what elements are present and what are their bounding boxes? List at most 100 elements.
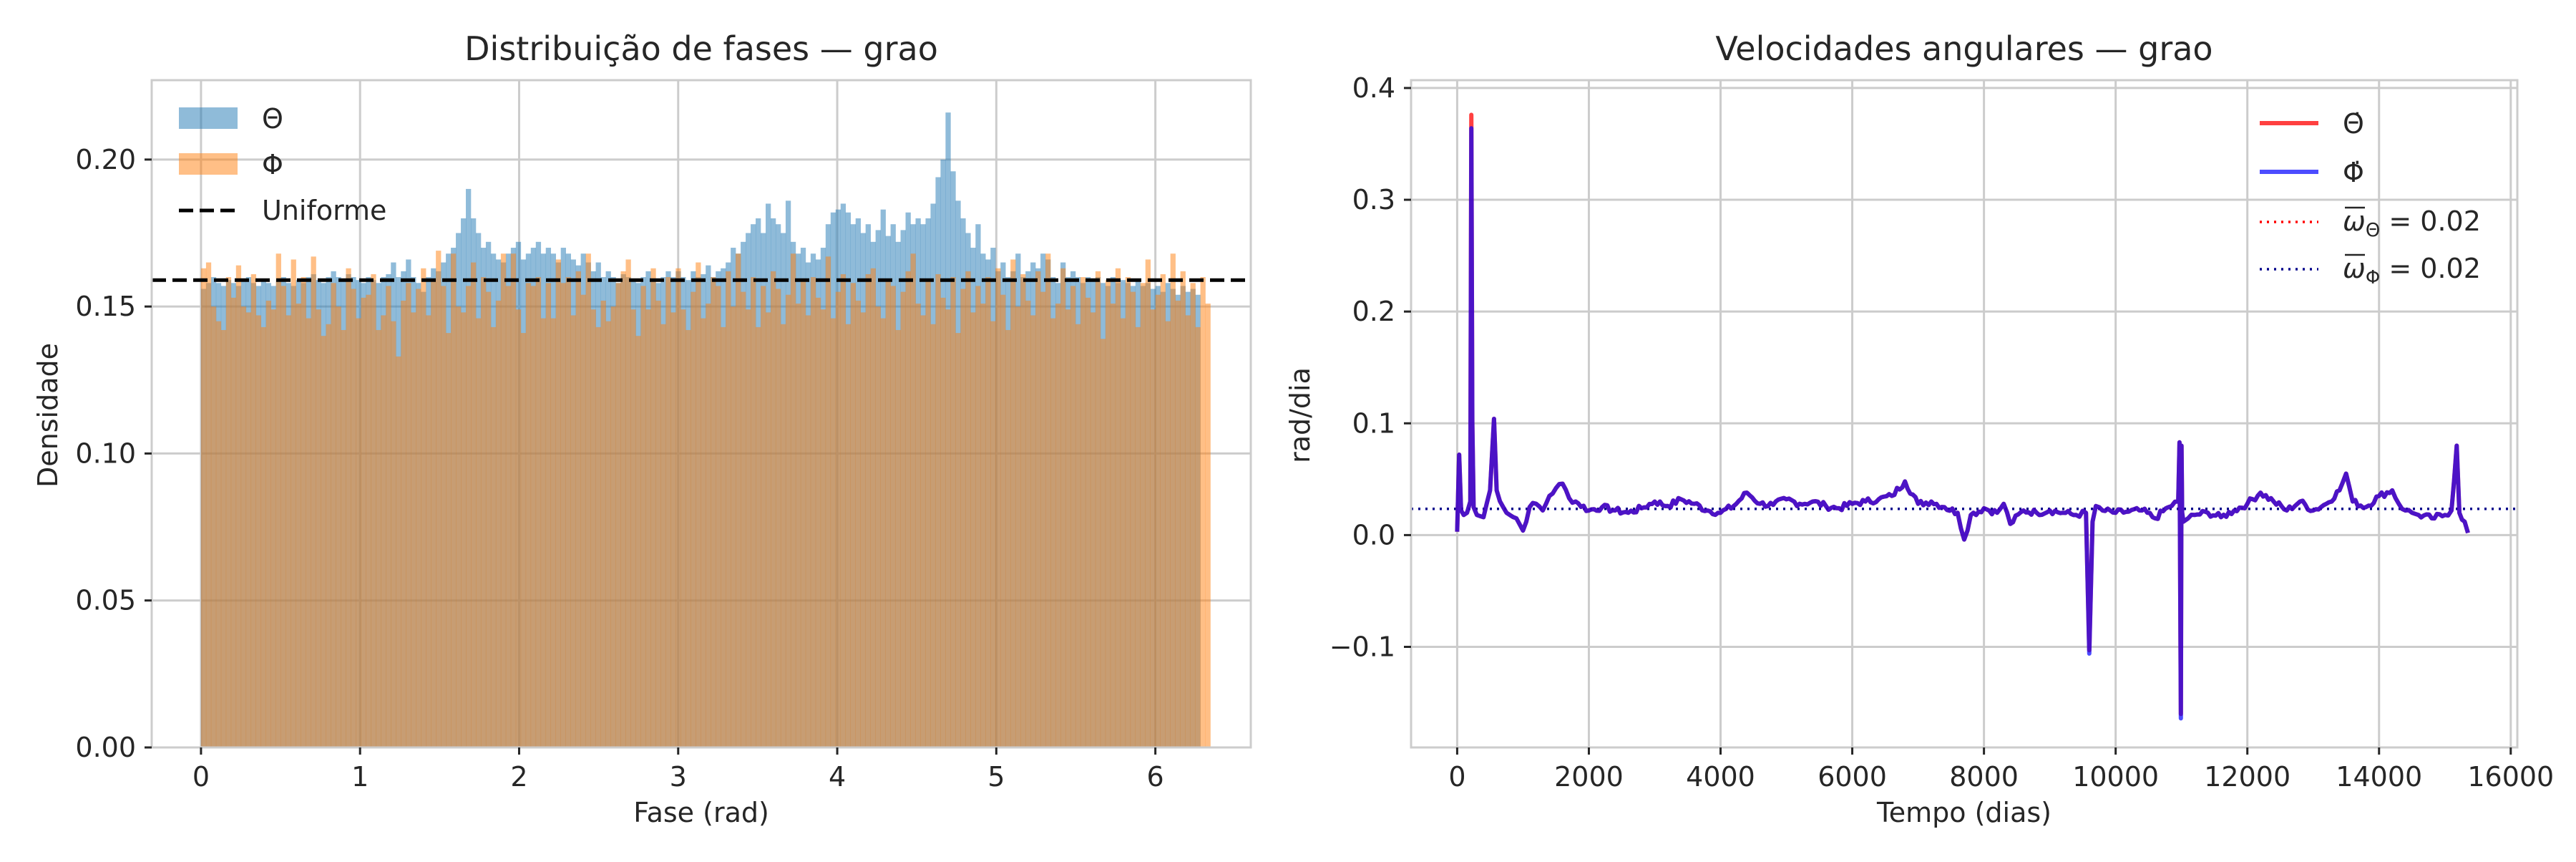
phi-bar bbox=[950, 277, 956, 747]
phi-bar bbox=[540, 318, 547, 748]
phi-bar bbox=[286, 315, 291, 748]
phi-bar bbox=[1020, 273, 1026, 747]
velocity-title: Velocidades angulares — grao bbox=[1715, 29, 2212, 68]
phi-bar bbox=[505, 286, 512, 747]
phi-bar bbox=[436, 251, 441, 747]
histogram-panel: 0 1 2 3 4 5 6 0.00 0.05 0.10 0.15 0.20 Distribuiçã… bbox=[32, 29, 1252, 828]
phi-bar bbox=[575, 271, 581, 747]
phi-bar bbox=[270, 309, 276, 747]
phi-bar bbox=[461, 312, 467, 747]
phi-bar bbox=[965, 271, 971, 747]
phi-bar bbox=[625, 259, 631, 747]
phi-bar bbox=[585, 253, 591, 747]
phi-bar bbox=[321, 336, 326, 747]
phi-bar bbox=[220, 329, 227, 747]
phi-bar bbox=[326, 324, 331, 747]
phi-bar bbox=[386, 286, 391, 747]
phi-bar bbox=[255, 315, 262, 748]
phi-bar bbox=[795, 304, 801, 747]
legend-omega-theta: ω bbox=[2343, 205, 2366, 237]
x-tick-label: 12000 bbox=[2204, 761, 2290, 793]
phi-bar bbox=[675, 268, 681, 748]
phi-bar bbox=[535, 277, 542, 747]
phi-bar bbox=[466, 286, 472, 747]
phi-bar bbox=[475, 318, 482, 748]
x-tick-label: 6000 bbox=[1818, 761, 1887, 793]
legend-label-phi-dot: Φ̇ bbox=[2343, 157, 2364, 188]
phi-bar bbox=[296, 304, 301, 747]
phi-bar bbox=[560, 283, 566, 747]
phi-bar bbox=[371, 273, 376, 747]
phi-bar bbox=[1145, 259, 1151, 747]
legend-swatch-theta bbox=[179, 107, 238, 129]
phi-bar bbox=[900, 291, 906, 748]
phi-bar bbox=[265, 300, 271, 747]
phi-bar bbox=[411, 312, 416, 747]
legend-omega-phi: ω bbox=[2343, 253, 2366, 284]
velocity-panel: 0 2000 4000 6000 8000 10000 12000 14000 16000 −0… bbox=[1284, 29, 2554, 828]
phi-bar bbox=[306, 318, 311, 748]
phi-bar bbox=[570, 315, 576, 748]
phi-bar bbox=[260, 326, 266, 747]
phi-bar bbox=[640, 286, 646, 747]
phi-bar bbox=[815, 297, 821, 747]
phi-bar bbox=[990, 321, 996, 747]
phi-bar bbox=[696, 262, 701, 747]
phi-bar bbox=[356, 318, 361, 748]
phi-bar bbox=[875, 306, 881, 747]
phi-bar bbox=[1115, 268, 1121, 748]
phi-bar bbox=[451, 253, 457, 747]
phi-bar bbox=[910, 253, 916, 747]
legend-sub-phi: Φ bbox=[2366, 267, 2380, 289]
legend-value-theta: = 0.02 bbox=[2380, 205, 2481, 237]
phi-bar bbox=[686, 329, 691, 747]
phi-bar bbox=[210, 306, 217, 747]
phi-bar bbox=[790, 253, 796, 747]
legend-label-theta: Θ bbox=[262, 103, 283, 135]
legend-value-phi: = 0.02 bbox=[2380, 253, 2481, 284]
phi-bar bbox=[955, 333, 961, 747]
velocity-legend: Θ̇ Φ̇ ωΘ = 0.02 ωΦ = 0.02 bbox=[2260, 108, 2481, 289]
phi-bar bbox=[301, 277, 306, 747]
phi-bar bbox=[766, 312, 771, 747]
histogram-frame bbox=[150, 79, 1252, 749]
phi-bar bbox=[890, 286, 896, 747]
legend-label-theta-dot: Θ̇ bbox=[2343, 108, 2364, 140]
y-tick-label: 0.1 bbox=[1352, 407, 1395, 439]
x-tick-label: 16000 bbox=[2467, 761, 2554, 793]
phi-bar bbox=[530, 286, 537, 747]
phi-bar bbox=[200, 268, 207, 748]
phi-bar bbox=[1180, 271, 1186, 747]
phi-bar bbox=[1135, 326, 1141, 747]
phi-bar bbox=[920, 315, 926, 748]
histogram-legend: Θ Φ Uniforme bbox=[179, 103, 386, 226]
phi-bar bbox=[865, 273, 871, 747]
phi-bar bbox=[716, 286, 721, 747]
phi-bar bbox=[426, 315, 431, 748]
phi-bar bbox=[1080, 277, 1086, 747]
phi-bar bbox=[280, 286, 286, 747]
phi-bar bbox=[751, 277, 756, 747]
phi-bar bbox=[235, 265, 242, 748]
velocity-x-ticks: 0 2000 4000 6000 8000 10000 12000 14000 16000 bbox=[1448, 747, 2554, 793]
histogram-y-label: Densidade bbox=[32, 343, 64, 488]
x-tick-label: 6 bbox=[1147, 761, 1164, 793]
phi-bar bbox=[470, 262, 477, 747]
phi-bar bbox=[351, 289, 356, 748]
x-tick-label: 10000 bbox=[2072, 761, 2159, 793]
velocity-y-ticks: −0.1 0.0 0.1 0.2 0.3 0.4 bbox=[1330, 72, 1411, 662]
legend-sub-theta: Θ bbox=[2366, 220, 2380, 241]
phi-bar bbox=[775, 289, 781, 748]
legend-label-mean-theta: ωΘ = 0.02 bbox=[2343, 205, 2481, 241]
phi-bar bbox=[421, 268, 426, 748]
phi-bar bbox=[810, 277, 816, 747]
phi-bar bbox=[870, 268, 876, 748]
phi-bar bbox=[770, 271, 776, 747]
phi-bar bbox=[366, 294, 371, 748]
phi-bar bbox=[761, 286, 766, 747]
legend-label-mean-phi: ωΦ = 0.02 bbox=[2343, 253, 2481, 289]
phi-bar bbox=[711, 277, 716, 747]
phi-bar bbox=[456, 306, 462, 747]
